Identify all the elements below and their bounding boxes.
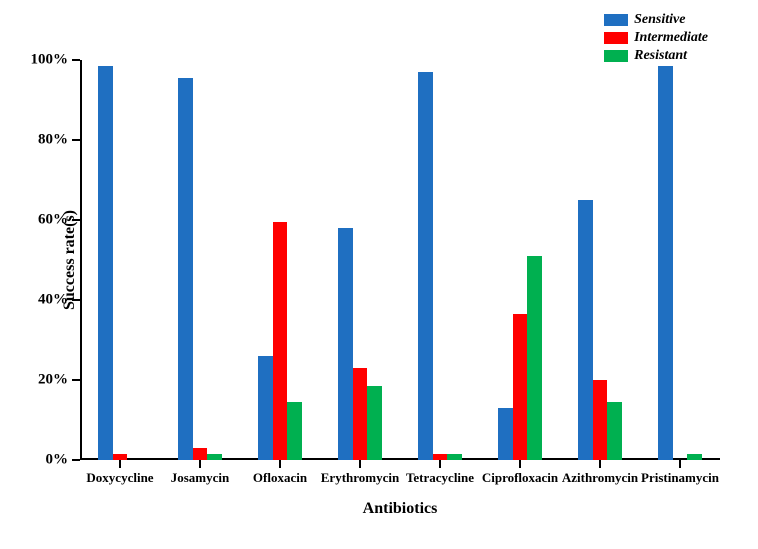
y-tick-label: 80%: [38, 132, 80, 149]
bar: [513, 314, 527, 460]
x-tick-label: Ofloxacin: [253, 460, 307, 486]
bar: [658, 66, 672, 460]
bar: [367, 386, 381, 460]
bar: [193, 448, 207, 460]
y-axis: [80, 60, 82, 460]
bar: [578, 200, 592, 460]
bar: [113, 454, 127, 460]
x-tick-label: Pristinamycin: [641, 460, 719, 486]
plot-area: Success rate(s) Antibiotics 0%20%40%60%8…: [80, 60, 720, 460]
bar: [98, 66, 112, 460]
bar: [593, 380, 607, 460]
x-tick-label: Ciprofloxacin: [482, 460, 558, 486]
bar: [527, 256, 541, 460]
legend-swatch: [604, 14, 628, 26]
y-tick-label: 40%: [38, 292, 80, 309]
legend-label: Sensitive: [634, 12, 685, 28]
x-tick-label: Azithromycin: [562, 460, 638, 486]
x-tick-label: Doxycycline: [86, 460, 153, 486]
x-tick-label: Tetracycline: [406, 460, 474, 486]
bar: [207, 454, 221, 460]
bar: [433, 454, 447, 460]
chart-container: SensitiveIntermediateResistant Success r…: [0, 0, 758, 549]
bar: [607, 402, 621, 460]
bar: [338, 228, 352, 460]
legend-label: Intermediate: [634, 30, 708, 46]
x-tick-label: Erythromycin: [321, 460, 399, 486]
y-tick-label: 60%: [38, 212, 80, 229]
bar: [178, 78, 192, 460]
y-tick-label: 100%: [31, 52, 81, 69]
bar: [418, 72, 432, 460]
y-tick-label: 20%: [38, 372, 80, 389]
legend-item: Sensitive: [604, 12, 708, 28]
bar: [273, 222, 287, 460]
bar: [258, 356, 272, 460]
legend: SensitiveIntermediateResistant: [604, 12, 708, 66]
y-tick-label: 0%: [46, 452, 81, 469]
bar: [498, 408, 512, 460]
legend-swatch: [604, 32, 628, 44]
bar: [353, 368, 367, 460]
bar: [447, 454, 461, 460]
legend-item: Intermediate: [604, 30, 708, 46]
x-tick-label: Josamycin: [171, 460, 230, 486]
bar: [687, 454, 701, 460]
x-axis-label: Antibiotics: [363, 500, 438, 518]
bar: [287, 402, 301, 460]
